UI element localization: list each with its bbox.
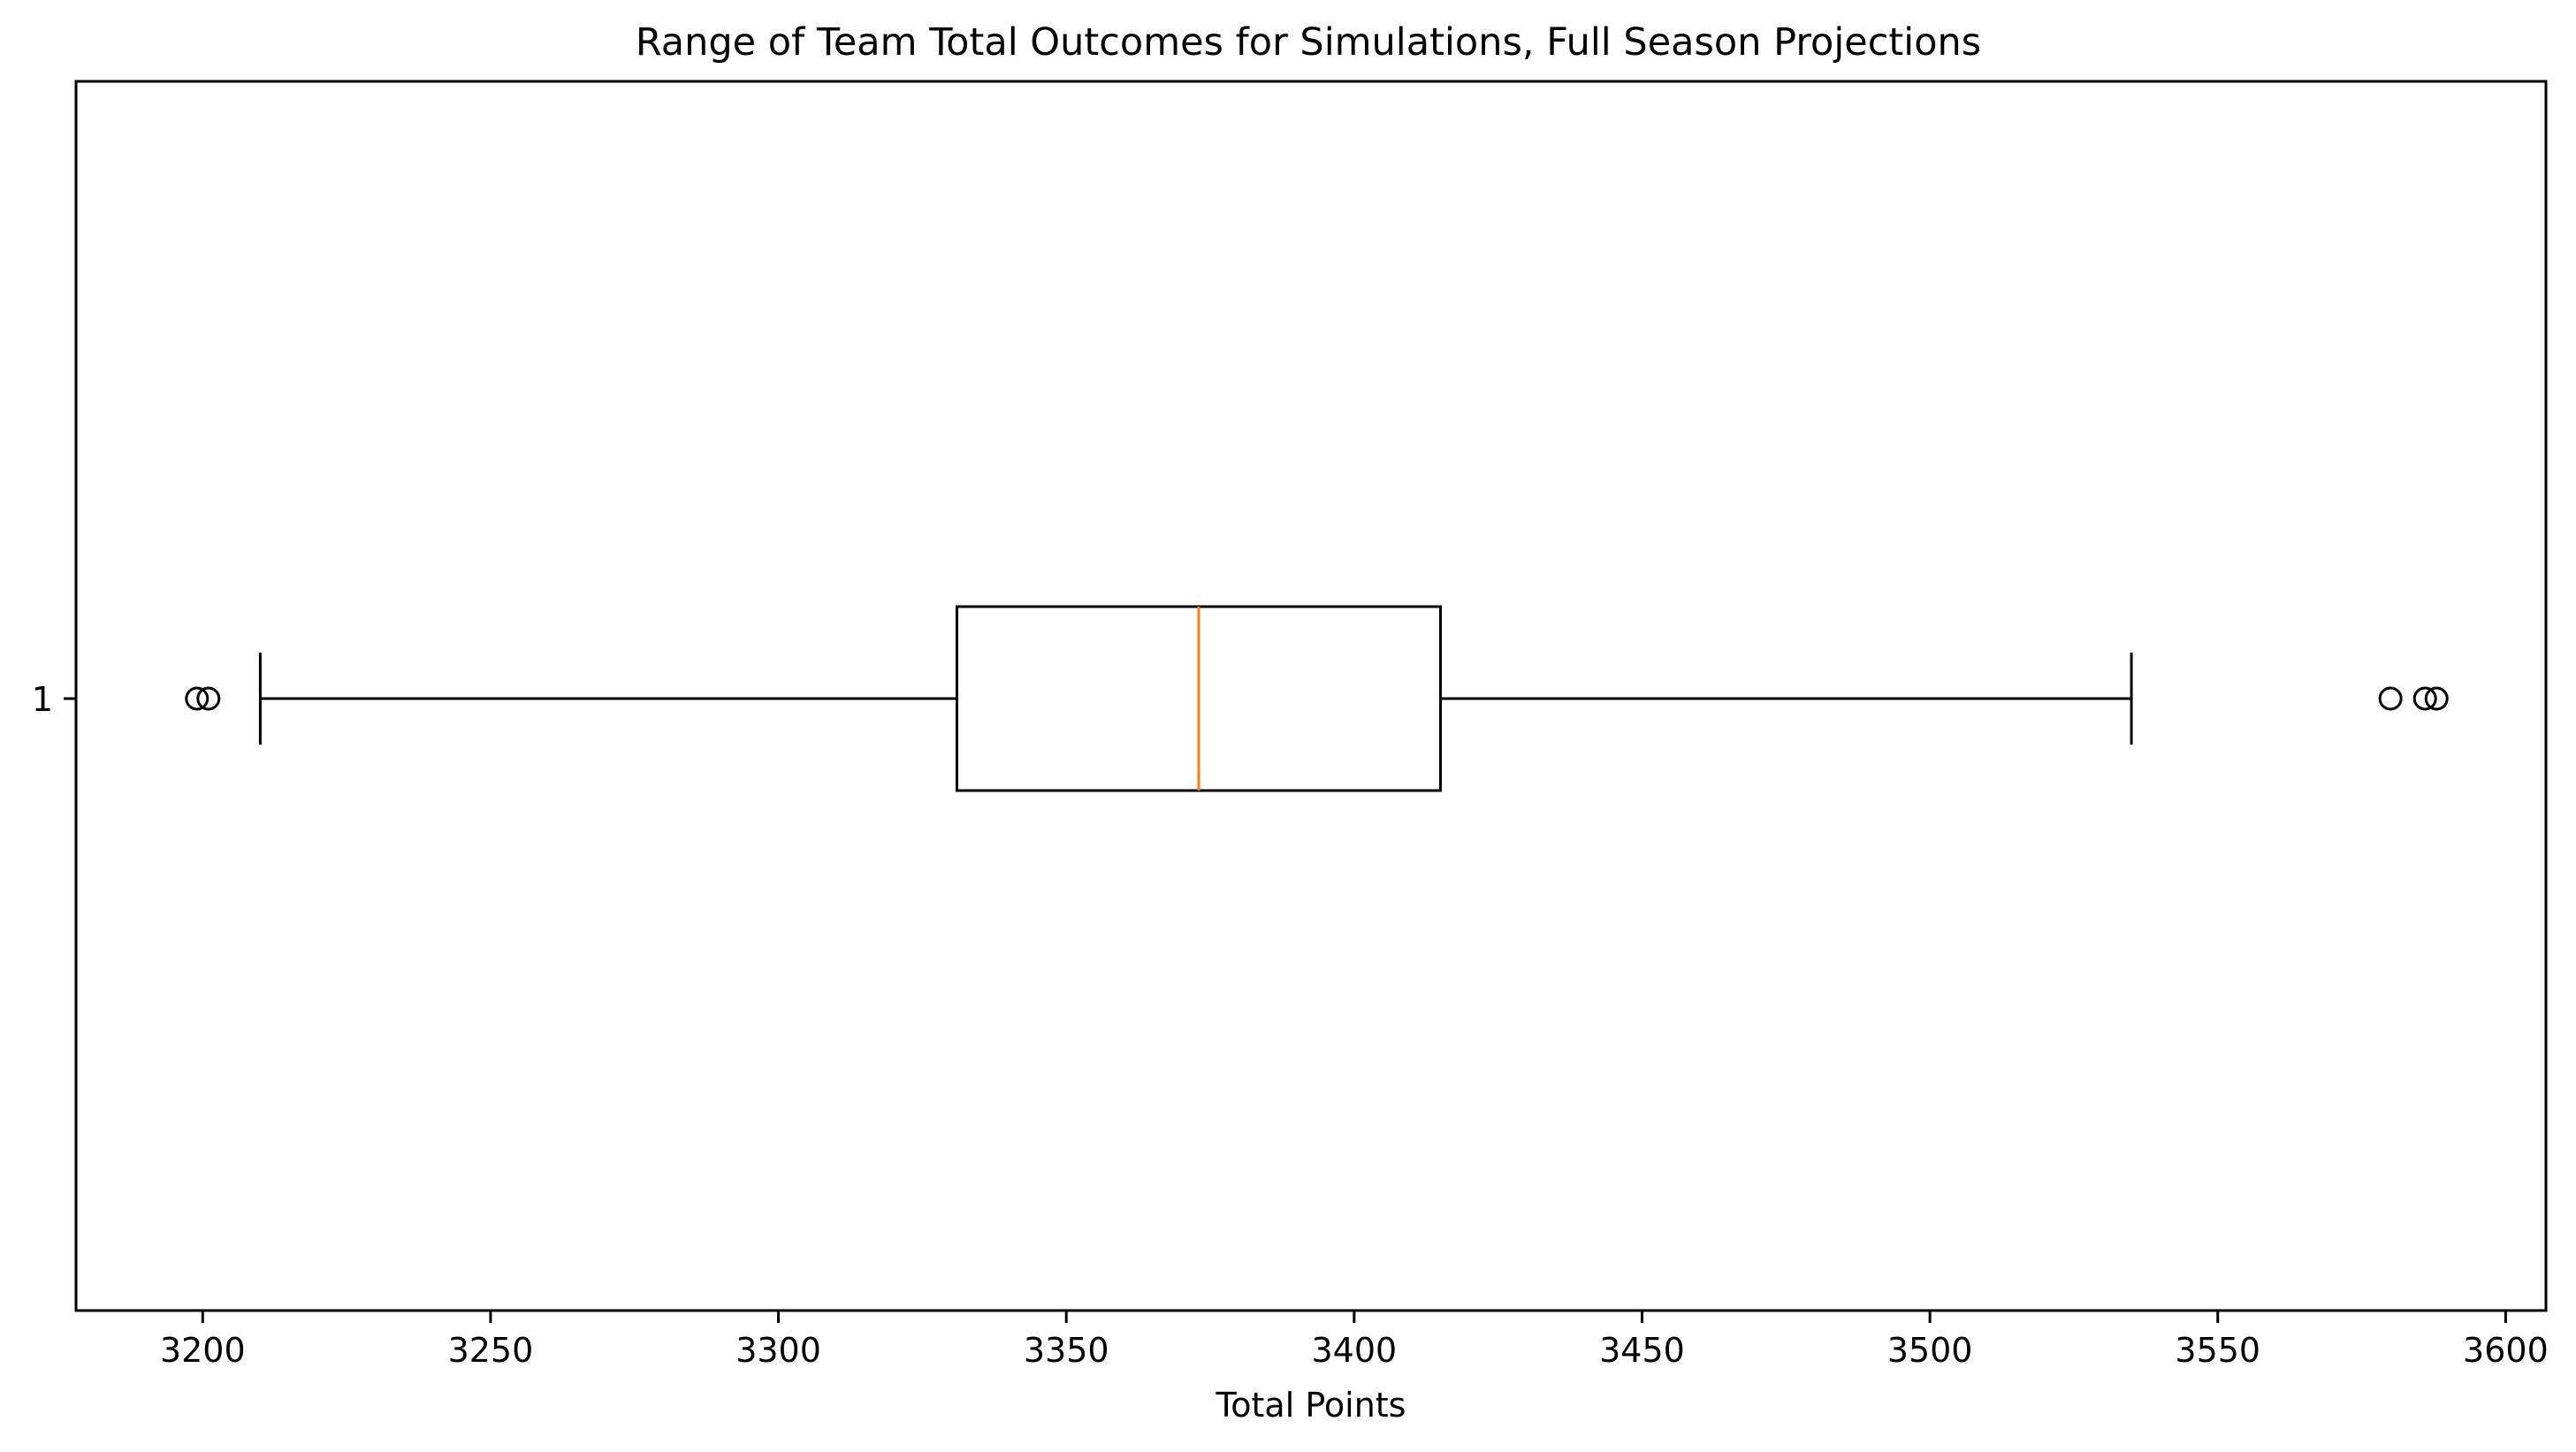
outlier-point-2 xyxy=(2378,686,2403,711)
x-axis: 3200 3250 3300 3350 3400 3450 3500 3550 3600 xyxy=(160,1311,2549,1370)
outlier-point-0 xyxy=(185,686,210,711)
x-tick-label-3550: 3550 xyxy=(2175,1331,2260,1370)
x-tick-label-3500: 3500 xyxy=(1887,1331,1973,1370)
y-axis: 1 xyxy=(32,680,76,719)
axes-frame xyxy=(74,80,2548,1312)
plot-area xyxy=(185,605,2449,792)
y-tick-label-1: 1 xyxy=(32,680,53,719)
x-tick-label-3400: 3400 xyxy=(1311,1331,1397,1370)
x-tick-label-3350: 3350 xyxy=(1024,1331,1109,1370)
chart-title: Range of Team Total Outcomes for Simulat… xyxy=(636,20,1981,65)
x-tick-label-3600: 3600 xyxy=(2463,1331,2549,1370)
outlier-point-1 xyxy=(196,686,221,711)
outlier-point-3 xyxy=(2412,686,2437,711)
x-tick-label-3200: 3200 xyxy=(160,1331,246,1370)
box-series-1 xyxy=(185,605,2449,792)
x-axis-label: Total Points xyxy=(1216,1386,1406,1425)
x-tick-label-3450: 3450 xyxy=(1599,1331,1685,1370)
x-tick-label-3300: 3300 xyxy=(735,1331,821,1370)
x-tick-label-3250: 3250 xyxy=(448,1331,534,1370)
outlier-point-4 xyxy=(2424,686,2449,711)
